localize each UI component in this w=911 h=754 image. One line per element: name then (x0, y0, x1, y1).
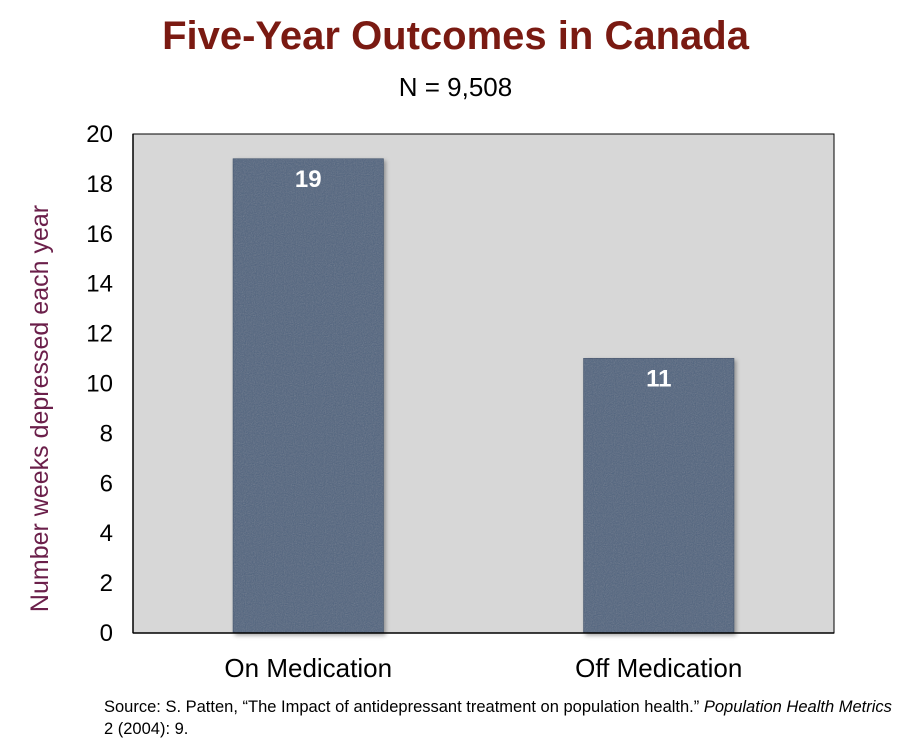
source-citation: Source: S. Patten, “The Impact of antide… (104, 696, 894, 740)
chart-subtitle: N = 9,508 (398, 72, 513, 102)
y-tick-label: 16 (86, 221, 113, 248)
source-suffix: 2 (2004): 9. (104, 720, 189, 738)
y-axis-label: Number weeks depressed each year (26, 205, 54, 612)
bar-value-label: 11 (646, 366, 671, 393)
bar-chart: 0 2 4 6 8 10 12 14 16 18 20 19 11 On Medication Off … (26, 121, 835, 683)
bar-texture (583, 358, 734, 633)
source-prefix: Source: S. Patten, “The Impact of antide… (104, 698, 704, 716)
y-tick-label: 6 (100, 470, 113, 497)
bar-texture (233, 158, 384, 633)
y-tick-label: 4 (100, 520, 113, 547)
bar-value-label: 19 (295, 166, 322, 193)
y-tick-label: 20 (86, 121, 113, 148)
source-journal: Population Health Metrics (703, 698, 892, 716)
y-tick-label: 10 (86, 371, 113, 398)
y-tick-label: 18 (86, 171, 113, 198)
y-tick-label: 2 (100, 570, 113, 597)
y-tick-label: 8 (100, 420, 113, 447)
y-tick-label: 0 (100, 620, 113, 647)
x-category-label: Off Medication (575, 653, 742, 683)
chart-title: Five-Year Outcomes in Canada (162, 14, 749, 58)
y-tick-label: 12 (86, 321, 113, 348)
y-tick-label: 14 (86, 271, 113, 298)
x-category-label: On Medication (224, 653, 392, 683)
